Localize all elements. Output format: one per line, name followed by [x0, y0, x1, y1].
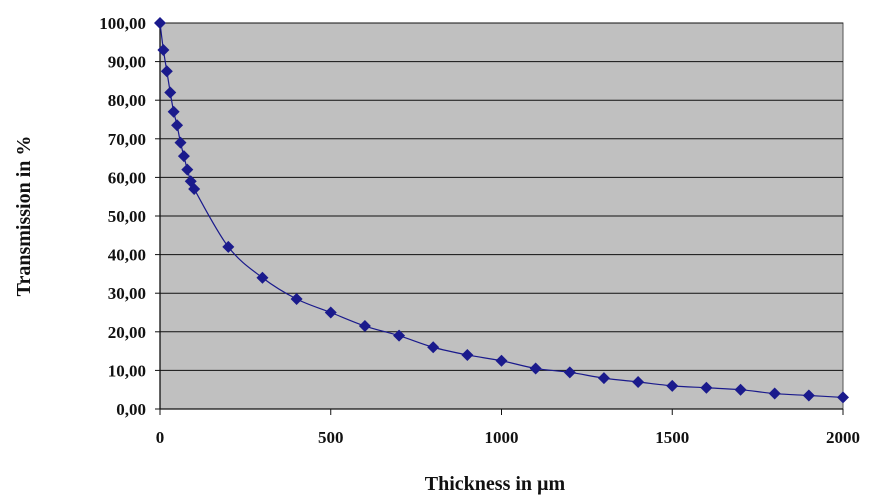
data-point-19 [495, 354, 508, 367]
y-tick-label-2: 20,00 [108, 323, 146, 342]
y-tick-labels: 0,00 10,00 20,00 30,00 40,00 50,00 60,00 70,00 8… [99, 14, 146, 419]
data-point-13 [290, 292, 303, 305]
data-point-24 [666, 379, 679, 392]
data-point-29 [837, 391, 849, 404]
y-tick-label-1: 10,00 [108, 361, 146, 380]
data-point-7 [177, 150, 190, 163]
data-point-17 [427, 341, 440, 354]
data-point-12 [256, 271, 269, 284]
data-point-18 [461, 348, 474, 361]
data-point-26 [734, 383, 747, 396]
x-tick-label-0: 0 [156, 428, 165, 447]
x-tick-label-2: 1000 [485, 428, 519, 447]
y-axis-title: Transmission in % [13, 136, 35, 297]
data-point-2 [160, 65, 173, 78]
data-point-10 [188, 182, 201, 195]
x-tick-label-4: 2000 [826, 428, 860, 447]
data-point-5 [171, 119, 184, 132]
data-point-4 [167, 105, 180, 118]
data-point-25 [700, 381, 713, 394]
x-tick-label-1: 500 [318, 428, 344, 447]
data-point-15 [358, 320, 371, 333]
y-tick-label-5: 50,00 [108, 207, 146, 226]
data-point-16 [393, 329, 406, 342]
x-tick-labels: 0 500 1000 1500 2000 [156, 428, 860, 447]
data-point-8 [181, 163, 194, 176]
y-tick-label-0: 0,00 [116, 400, 146, 419]
data-point-20 [529, 362, 542, 375]
data-point-1 [157, 44, 170, 57]
y-tick-label-6: 60,00 [108, 168, 146, 187]
data-point-27 [768, 387, 781, 400]
data-point-11 [222, 240, 235, 253]
data-point-23 [632, 375, 645, 388]
gridlines [160, 22, 843, 371]
y-tick-label-8: 80,00 [108, 91, 146, 110]
y-tick-label-9: 90,00 [108, 53, 146, 72]
data-point-3 [164, 86, 177, 99]
data-points [154, 17, 849, 404]
y-tick-label-7: 70,00 [108, 130, 146, 149]
data-point-28 [802, 389, 815, 402]
y-tick-label-4: 40,00 [108, 246, 146, 265]
data-point-22 [597, 372, 610, 385]
data-point-14 [324, 306, 337, 319]
data-point-21 [563, 366, 576, 379]
x-tick-label-3: 1500 [655, 428, 689, 447]
data-point-0 [154, 17, 166, 29]
y-tick-label-10: 100,00 [99, 14, 146, 33]
y-tick-label-3: 30,00 [108, 284, 146, 303]
data-point-6 [174, 136, 187, 149]
x-axis-title: Thickness in µm [425, 473, 566, 495]
